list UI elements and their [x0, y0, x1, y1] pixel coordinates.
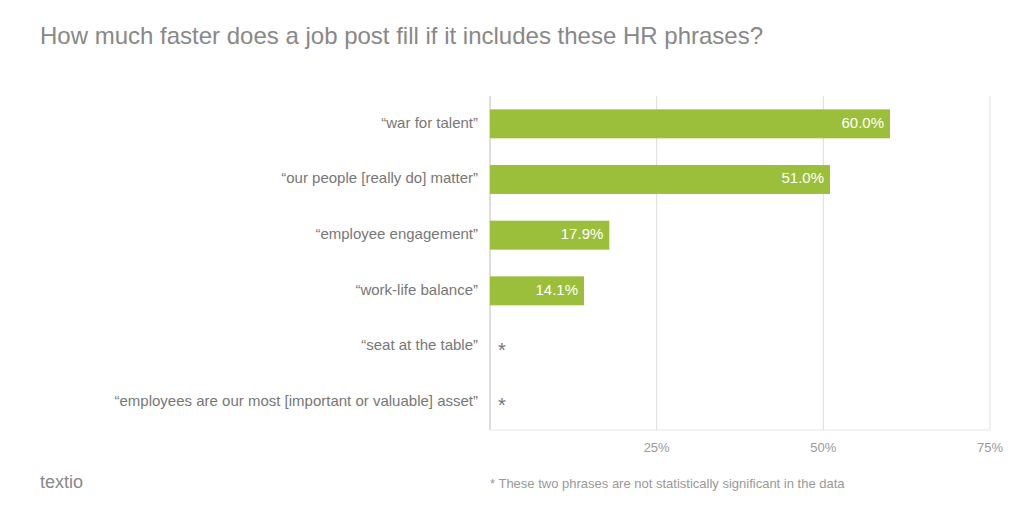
data-label: 14.1% — [535, 281, 578, 298]
category-label: “war for talent” — [381, 114, 478, 131]
not-significant-marker: * — [498, 394, 506, 416]
category-label: “our people [really do] matter” — [281, 169, 478, 186]
footnote: * These two phrases are not statisticall… — [490, 476, 845, 491]
tick-label: 25% — [644, 440, 670, 455]
labels: “war for talent” 60.0% “our people [really… — [115, 114, 885, 417]
tick-label: 75% — [977, 440, 1003, 455]
bar — [490, 276, 584, 305]
category-label: “seat at the table” — [361, 336, 478, 353]
data-label: 60.0% — [841, 114, 884, 131]
grid-line — [656, 96, 657, 430]
category-label: “employee engagement” — [315, 225, 478, 242]
grid-line — [990, 96, 991, 430]
logo-text: textio — [40, 472, 83, 492]
grid-line — [823, 96, 824, 430]
bar — [490, 109, 890, 138]
title: How much faster does a job post fill if … — [40, 22, 763, 49]
axis-line — [490, 96, 491, 430]
category-label: “work-life balance” — [355, 281, 478, 298]
bar — [490, 165, 830, 194]
grid — [657, 96, 990, 430]
chart: How much faster does a job post fill if … — [0, 0, 1024, 512]
bars — [490, 109, 890, 305]
background — [0, 0, 1024, 512]
tick-label: 50% — [810, 440, 836, 455]
chart-container: How much faster does a job post fill if … — [0, 0, 1024, 512]
category-label: “employees are our most [important or va… — [115, 392, 479, 409]
not-significant-marker: * — [498, 339, 506, 361]
data-label: 17.9% — [561, 225, 604, 242]
axis-line — [490, 430, 990, 431]
bar — [490, 221, 609, 250]
data-label: 51.0% — [781, 169, 824, 186]
